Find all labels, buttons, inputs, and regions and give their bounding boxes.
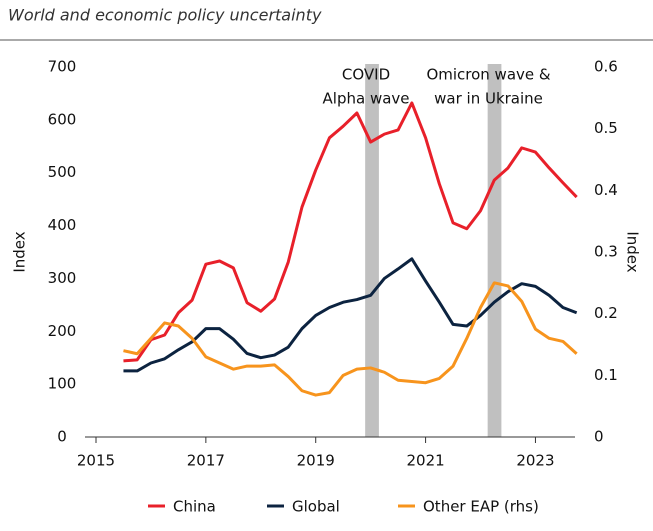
y-tick-label: 100 (48, 375, 77, 393)
x-tick-label: 2015 (77, 452, 115, 470)
chart-title: World and economic policy uncertainty (8, 6, 322, 25)
y2-tick-label: 0.1 (594, 366, 618, 384)
annotation: Omicron wave & (426, 66, 550, 84)
y2-tick-label: 0.2 (594, 304, 618, 322)
y2-tick-label: 0.5 (594, 119, 618, 137)
legend-label: Other EAP (rhs) (423, 498, 539, 516)
legend-label: China (173, 498, 216, 516)
series-line (123, 281, 578, 397)
x-tick-label: 2023 (516, 452, 554, 470)
annotation: COVID (342, 66, 390, 84)
y-tick-label: 400 (48, 216, 77, 234)
y-tick-label: 500 (48, 163, 77, 181)
annotation: Alpha wave (323, 90, 410, 108)
y2-axis-label: Index (624, 231, 642, 272)
x-tick-label: 2019 (297, 452, 335, 470)
y-tick-label: 600 (48, 110, 77, 128)
y-tick-label: 200 (48, 322, 77, 340)
series-line (123, 257, 578, 373)
y-axis-label: Index (11, 231, 29, 272)
series-line (123, 101, 578, 363)
y-tick-label: 0 (57, 428, 67, 446)
x-tick-label: 2017 (187, 452, 225, 470)
x-tick-label: 2021 (406, 452, 444, 470)
y2-tick-label: 0.4 (594, 181, 618, 199)
legend-label: Global (292, 498, 340, 516)
annotation: war in Ukraine (434, 90, 543, 108)
y-tick-label: 700 (48, 58, 77, 76)
y-tick-label: 300 (48, 269, 77, 287)
y2-tick-label: 0 (594, 428, 604, 446)
y2-tick-label: 0.3 (594, 243, 618, 261)
shaded-region (487, 64, 502, 437)
shaded-region (365, 64, 379, 437)
y2-tick-label: 0.6 (594, 58, 618, 76)
